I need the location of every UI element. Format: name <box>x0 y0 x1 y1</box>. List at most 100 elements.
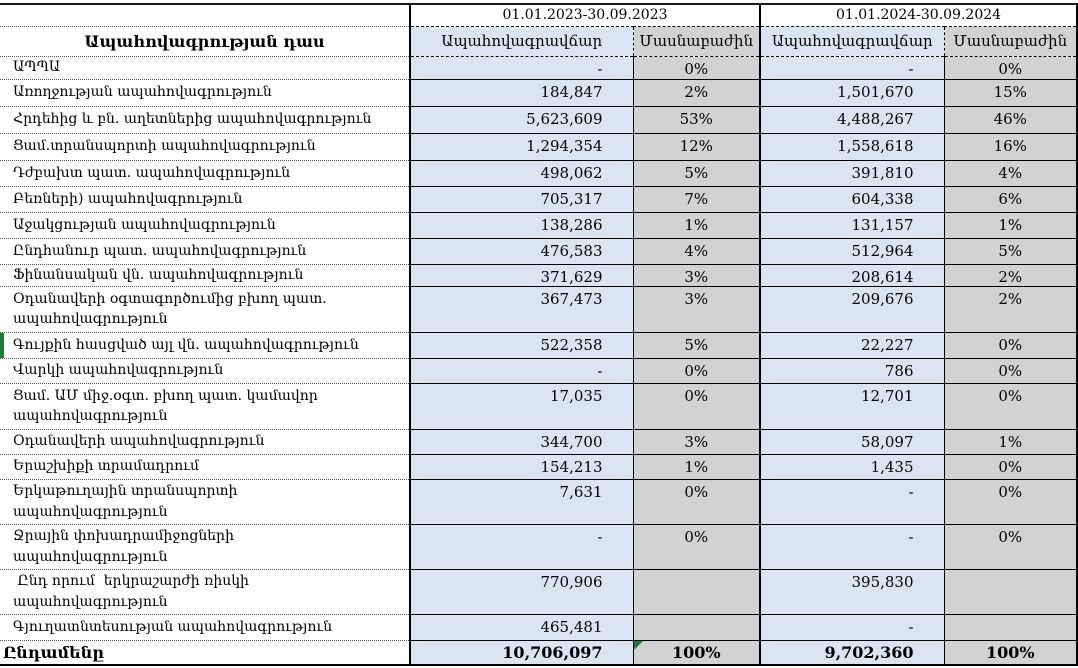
premium-2024-cell[interactable]: 12,701 <box>759 383 945 430</box>
premium-2024-cell[interactable]: 786 <box>759 358 945 384</box>
premium-2024-cell[interactable]: - <box>759 614 945 641</box>
share-2023-cell[interactable]: 53% <box>632 106 761 134</box>
row-label[interactable]: Ընդհանուր պատ. ապահովագրություն <box>0 238 410 265</box>
row-label[interactable]: Երաշխիքի տրամադրում <box>0 454 410 480</box>
share-2023-cell[interactable]: 0% <box>632 56 761 80</box>
premium-2023-cell[interactable]: 522,358 <box>409 332 633 359</box>
share-2023-header[interactable]: Մասնաբաժին <box>632 26 761 57</box>
row-label[interactable]: Ցամ.տրանսպորտի ապահովագրություն <box>0 133 410 161</box>
share-2024-cell[interactable] <box>943 569 1078 615</box>
share-2023-cell[interactable]: 4% <box>632 238 761 265</box>
share-2023-cell[interactable]: 2% <box>632 79 761 107</box>
share-2024-cell[interactable]: 16% <box>943 133 1078 161</box>
total-premium-2024[interactable]: 9,702,360 <box>759 639 945 666</box>
premium-2024-cell[interactable]: - <box>759 524 945 570</box>
premium-2024-cell[interactable]: 395,830 <box>759 569 945 615</box>
row-label[interactable]: Դժբախտ պատ. ապահովագրություն <box>0 160 410 187</box>
share-2024-cell[interactable]: 2% <box>943 264 1078 287</box>
total-label[interactable]: Ընդամենը <box>0 640 410 666</box>
premium-2023-cell[interactable]: 476,583 <box>409 238 633 265</box>
share-2024-cell[interactable]: 2% <box>943 286 1078 333</box>
premium-2023-cell[interactable]: 705,317 <box>409 186 633 213</box>
premium-2024-cell[interactable]: - <box>759 479 945 525</box>
row-label[interactable]: Առողջության ապահովագրություն <box>0 79 410 107</box>
share-2024-cell[interactable]: 0% <box>943 332 1078 359</box>
period-2023-header[interactable]: 01.01.2023-30.09.2023 <box>408 4 761 27</box>
total-share-2024[interactable]: 100% <box>943 639 1078 666</box>
share-2024-cell[interactable]: 0% <box>943 358 1078 384</box>
share-2023-cell[interactable]: 1% <box>632 454 761 480</box>
share-2023-cell[interactable]: 0% <box>632 479 761 525</box>
premium-2024-cell[interactable]: 604,338 <box>759 186 945 213</box>
premium-2023-cell[interactable]: - <box>409 358 633 384</box>
premium-2023-cell[interactable]: 1,294,354 <box>409 133 633 161</box>
premium-2023-cell[interactable]: 5,623,609 <box>409 106 633 134</box>
premium-2023-cell[interactable]: 770,906 <box>409 569 633 615</box>
share-2024-cell[interactable]: 0% <box>943 524 1078 570</box>
row-label[interactable]: Երկաթուղային տրանսպորտի ապահովագրություն <box>0 479 410 525</box>
row-label[interactable]: Ցամ. ԱՄ միջ.օգտ. բխող պատ. կամավոր ապահո… <box>0 383 410 430</box>
share-2024-cell[interactable]: 1% <box>943 429 1078 455</box>
period-2024-header[interactable]: 01.01.2024-30.09.2024 <box>759 4 1078 27</box>
premium-2024-cell[interactable]: 22,227 <box>759 332 945 359</box>
share-2023-cell[interactable]: 5% <box>632 332 761 359</box>
premium-2023-cell[interactable]: 7,631 <box>409 479 633 525</box>
share-2024-cell[interactable]: 6% <box>943 186 1078 213</box>
premium-2023-cell[interactable]: 498,062 <box>409 160 633 187</box>
row-label[interactable]: Ջրային փոխադրամիջոցների ապահովագրություն <box>0 524 410 570</box>
premium-2024-cell[interactable]: 209,676 <box>759 286 945 333</box>
share-2024-cell[interactable]: 0% <box>943 454 1078 480</box>
row-label[interactable]: ԱՊՊԱ <box>0 56 410 80</box>
premium-2024-cell[interactable]: 58,097 <box>759 429 945 455</box>
total-premium-2023[interactable]: 10,706,097 <box>409 639 633 666</box>
share-2023-cell[interactable]: 0% <box>632 524 761 570</box>
premium-2023-cell[interactable]: 154,213 <box>409 454 633 480</box>
share-2024-cell[interactable]: 0% <box>943 383 1078 430</box>
total-share-2023[interactable]: 100% <box>632 639 761 666</box>
row-label[interactable]: Բեռների) ապահովագրություն <box>0 186 410 213</box>
premium-2023-header[interactable]: Ապահովագրավճար <box>409 26 633 57</box>
premium-2024-cell[interactable]: 208,614 <box>759 264 945 287</box>
share-2023-cell[interactable]: 0% <box>632 383 761 430</box>
premium-2024-cell[interactable]: 131,157 <box>759 212 945 239</box>
premium-2024-cell[interactable]: 391,810 <box>759 160 945 187</box>
share-2023-cell[interactable]: 3% <box>632 286 761 333</box>
row-label[interactable]: Ընդ որում երկրաշարժի ռիսկի ապահովագրությ… <box>0 569 410 615</box>
share-2024-cell[interactable]: 5% <box>943 238 1078 265</box>
share-2023-cell[interactable]: 7% <box>632 186 761 213</box>
class-column-header[interactable]: Ապահովագրության դաս <box>0 26 410 57</box>
share-2023-cell[interactable]: 12% <box>632 133 761 161</box>
row-label[interactable]: Հրդեհից և բն. աղետներից ապահովագրություն <box>0 106 410 134</box>
row-label[interactable]: Գյուղատնտեսության ապահովագրություն <box>0 614 410 641</box>
premium-2023-cell[interactable]: 17,035 <box>409 383 633 430</box>
share-2023-cell[interactable]: 5% <box>632 160 761 187</box>
premium-2023-cell[interactable]: 184,847 <box>409 79 633 107</box>
premium-2023-cell[interactable]: 138,286 <box>409 212 633 239</box>
premium-2024-cell[interactable]: 1,435 <box>759 454 945 480</box>
row-label[interactable]: Աջակցության ապահովագրություն <box>0 212 410 239</box>
share-2024-cell[interactable]: 1% <box>943 212 1078 239</box>
share-2023-cell[interactable]: 3% <box>632 429 761 455</box>
row-label[interactable]: Գույքին հասցված այլ վն. ապահովագրություն <box>0 332 410 359</box>
share-2023-cell[interactable]: 1% <box>632 212 761 239</box>
row-label[interactable]: Օդանավերի օգտագործումից բխող պատ. ապահով… <box>0 286 410 333</box>
row-label[interactable]: Ֆինանսական վն. ապահովագրություն <box>0 264 410 287</box>
row-label[interactable]: Օդանավերի ապահովագրություն <box>0 429 410 455</box>
share-2023-cell[interactable] <box>632 569 761 615</box>
share-2023-cell[interactable]: 0% <box>632 358 761 384</box>
premium-2024-cell[interactable]: 1,558,618 <box>759 133 945 161</box>
share-2024-header[interactable]: Մասնաբաժին <box>943 26 1078 57</box>
row-label[interactable]: Վարկի ապահովագրություն <box>0 358 410 384</box>
premium-2024-header[interactable]: Ապահովագրավճար <box>759 26 945 57</box>
share-2024-cell[interactable]: 15% <box>943 79 1078 107</box>
premium-2023-cell[interactable]: 367,473 <box>409 286 633 333</box>
premium-2023-cell[interactable]: 371,629 <box>409 264 633 287</box>
share-2024-cell[interactable]: 46% <box>943 106 1078 134</box>
share-2024-cell[interactable] <box>943 614 1078 641</box>
share-2024-cell[interactable]: 0% <box>943 56 1078 80</box>
premium-2023-cell[interactable]: 465,481 <box>409 614 633 641</box>
corner-cell[interactable] <box>0 4 410 27</box>
share-2023-cell[interactable]: 3% <box>632 264 761 287</box>
premium-2024-cell[interactable]: - <box>759 56 945 80</box>
premium-2023-cell[interactable]: - <box>409 56 633 80</box>
